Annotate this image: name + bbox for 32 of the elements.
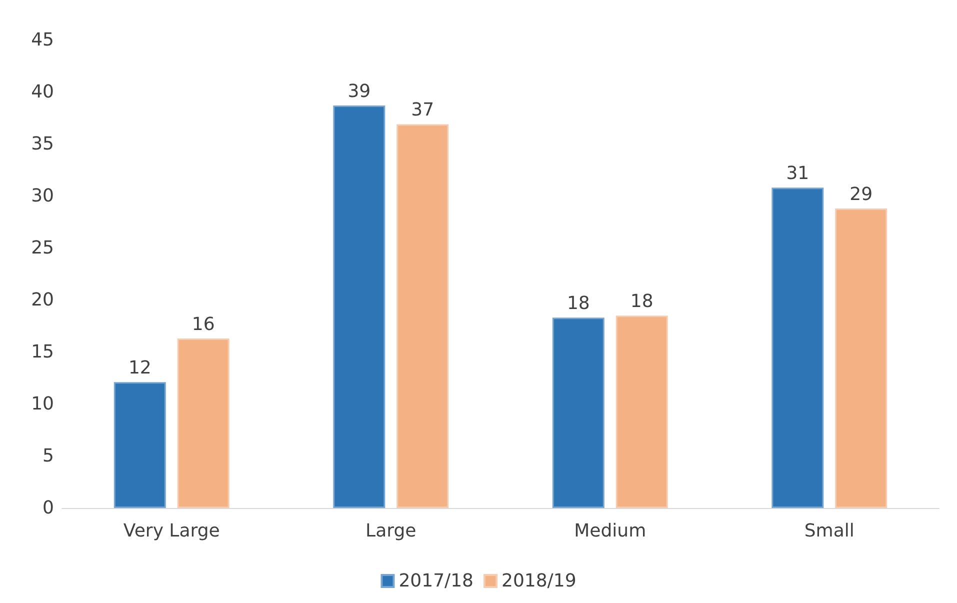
data-label: 37 xyxy=(411,100,434,121)
bar xyxy=(552,318,604,508)
y-tick-label: 5 xyxy=(42,446,54,466)
legend-label: 2018/19 xyxy=(502,570,576,592)
y-tick-label: 20 xyxy=(31,290,54,310)
data-label: 18 xyxy=(630,291,654,312)
y-tick-label: 10 xyxy=(31,394,54,414)
bar xyxy=(616,316,668,508)
y-tick-label: 25 xyxy=(31,238,54,258)
bar xyxy=(333,106,386,508)
y-tick-label: 0 xyxy=(42,498,54,518)
data-label: 16 xyxy=(192,314,215,335)
data-label: 18 xyxy=(566,293,590,314)
data-label: 12 xyxy=(128,358,152,379)
bar xyxy=(396,124,449,508)
bar xyxy=(772,188,824,508)
y-tick-label: 30 xyxy=(31,186,54,206)
y-tick-label: 45 xyxy=(31,30,54,50)
y-tick-label: 15 xyxy=(31,342,54,362)
bar xyxy=(114,382,166,508)
x-tick-label: Large xyxy=(366,520,416,542)
x-tick-label: Very Large xyxy=(123,520,220,542)
legend-label: 2017/18 xyxy=(398,570,474,592)
y-tick-label: 35 xyxy=(31,134,54,154)
data-label: 39 xyxy=(348,81,371,102)
bar xyxy=(177,338,230,508)
data-label: 31 xyxy=(786,163,810,184)
bar xyxy=(835,208,888,508)
data-label: 29 xyxy=(850,184,873,205)
x-tick-label: Small xyxy=(804,520,854,542)
y-tick-label: 40 xyxy=(31,82,54,102)
x-tick-label: Medium xyxy=(574,520,646,542)
